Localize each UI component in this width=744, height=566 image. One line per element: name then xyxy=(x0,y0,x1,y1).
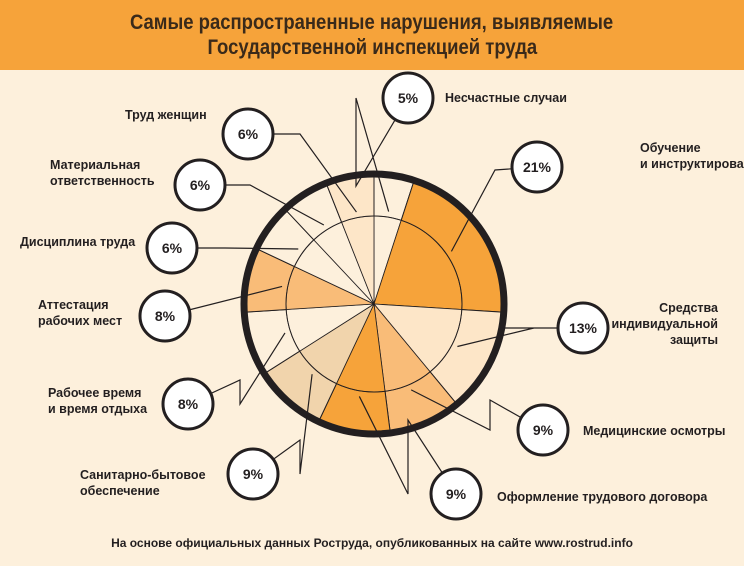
value-bubble xyxy=(145,221,199,275)
value-bubble xyxy=(510,140,564,194)
leader-line xyxy=(187,332,286,407)
value-bubble xyxy=(516,403,570,457)
leader-line xyxy=(355,97,409,212)
category-label: Санитарно-бытовое обеспечение xyxy=(80,468,206,498)
value-label: 8% xyxy=(178,396,199,412)
pie-inner-circle xyxy=(285,215,463,393)
pie-outer-ring xyxy=(240,170,508,438)
category-label: Оформление трудового договора xyxy=(497,490,708,504)
title-banner: Самые распространенные нарушения, выявля… xyxy=(0,0,744,70)
value-bubbles: 5% 21% 13% 9% 9% 9% 8% 8% 6% 6% 6% xyxy=(138,71,610,521)
value-bubble xyxy=(381,71,435,125)
value-label: 9% xyxy=(243,466,264,482)
chart-title-line-2: Государственной инспекцией труда xyxy=(207,36,537,59)
leader-line xyxy=(410,389,544,431)
leader-line xyxy=(252,374,313,475)
category-label: Рабочее время и время отдыха xyxy=(48,386,148,416)
value-label: 9% xyxy=(533,422,554,438)
leader-line xyxy=(457,327,583,348)
value-bubble xyxy=(173,158,227,212)
category-label: Средства индивидуальной защиты xyxy=(611,301,719,347)
category-label: Медицинские осмотры xyxy=(583,424,725,438)
value-label: 6% xyxy=(190,177,211,193)
value-label: 8% xyxy=(155,308,176,324)
pie-inner-ring xyxy=(285,215,463,393)
value-label: 6% xyxy=(238,126,259,142)
value-bubble xyxy=(138,289,192,343)
category-labels: Несчастные случаи Обучение и инструктирова… xyxy=(20,91,744,504)
leader-line xyxy=(358,396,457,495)
value-bubble xyxy=(161,377,215,431)
value-label: 5% xyxy=(398,90,419,106)
value-label: 21% xyxy=(523,159,552,175)
category-label: Дисциплина труда xyxy=(20,235,136,249)
value-bubble xyxy=(221,107,275,161)
value-bubble xyxy=(556,301,610,355)
value-label: 9% xyxy=(446,486,467,502)
source-footnote: На основе официальных данных Роструда, о… xyxy=(111,536,633,550)
category-label: Несчастные случаи xyxy=(445,91,567,105)
value-bubble xyxy=(429,467,483,521)
chart-title-line-1: Самые распространенные нарушения, выявля… xyxy=(130,11,614,34)
value-label: 13% xyxy=(569,320,598,336)
value-label: 6% xyxy=(162,240,183,256)
category-label: Материальная ответственность xyxy=(50,158,155,188)
value-bubble xyxy=(226,447,280,501)
category-label: Труд женщин xyxy=(125,108,207,122)
category-label: Аттестация рабочих мест xyxy=(38,298,122,328)
